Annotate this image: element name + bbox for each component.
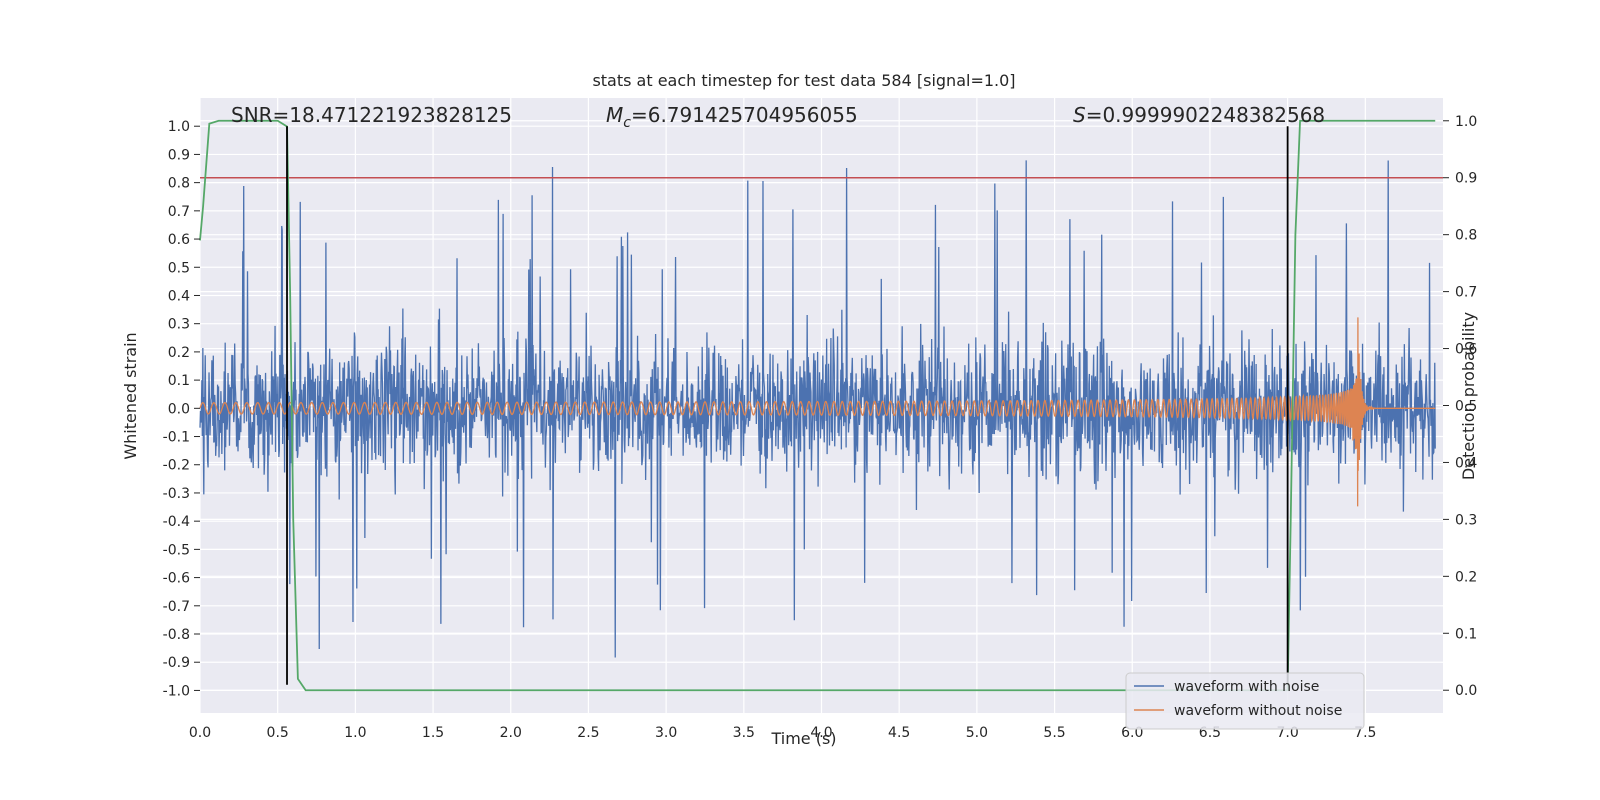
x-tick-label: 4.5 xyxy=(888,725,910,741)
y-right-tick-label: 0.1 xyxy=(1455,626,1477,642)
x-tick-label: 2.0 xyxy=(500,725,522,741)
series-detection-probability xyxy=(199,119,1436,692)
y-right-axis-label: Detection probability xyxy=(1459,312,1478,480)
x-tick-label: 0.0 xyxy=(189,725,211,741)
y-right-tick-label: 0.0 xyxy=(1455,683,1477,699)
y-left-tick-label: -0.5 xyxy=(163,542,190,558)
series-waveform-without-noise xyxy=(199,317,1436,507)
y-right-tick-label: 0.2 xyxy=(1455,569,1477,585)
y-right-axis-ticks: 1.0 0.9 0.8 0.7 0.6 0.5 0.4 0.3 0.2 0.1 0.0 xyxy=(1443,114,1477,699)
legend-label-noise: waveform with noise xyxy=(1174,679,1319,695)
series-waveform-with-noise xyxy=(199,160,1436,658)
trigger-markers xyxy=(286,126,1289,685)
y-right-tick-label: 0.3 xyxy=(1455,512,1477,528)
noise-waveform-line xyxy=(199,160,1436,658)
y-left-tick-label: -0.7 xyxy=(163,599,190,615)
y-left-tick-label: 0.4 xyxy=(168,288,190,304)
y-left-axis-label: Whitened strain xyxy=(121,332,140,459)
y-right-tick-label: 0.4 xyxy=(1455,455,1477,471)
y-left-tick-label: -0.4 xyxy=(163,514,190,530)
x-tick-label: 5.5 xyxy=(1043,725,1065,741)
y-left-tick-label: -1.0 xyxy=(163,683,190,699)
y-left-tick-label: -0.9 xyxy=(163,655,190,671)
x-tick-label: 4.0 xyxy=(810,725,832,741)
x-tick-label: 3.0 xyxy=(655,725,677,741)
y-right-tick-label: 0.8 xyxy=(1455,228,1477,244)
y-left-tick-label: 0.0 xyxy=(168,401,190,417)
y-right-tick-label: 0.7 xyxy=(1455,285,1477,301)
y-right-tick-label: 0.9 xyxy=(1455,171,1477,187)
probability-line xyxy=(199,119,1436,692)
legend: waveform with noise waveform without noi… xyxy=(1125,672,1365,730)
y-left-tick-label: -0.2 xyxy=(163,458,190,474)
y-left-tick-label: 0.8 xyxy=(168,176,190,192)
annotation-chirp-mass: Mc=6.791425704956055 xyxy=(606,103,858,131)
x-tick-label: 0.5 xyxy=(267,725,289,741)
y-left-tick-label: 0.7 xyxy=(168,204,190,220)
x-axis-label: Time (s) xyxy=(770,729,836,748)
x-axis-ticks: 0.0 0.5 1.0 1.5 2.0 2.5 3.0 3.5 4.0 4.5 5.0 5.5 6.0 6… xyxy=(189,725,1377,741)
x-tick-label: 2.5 xyxy=(577,725,599,741)
y-left-axis-ticks: 1.0 0.9 0.8 0.7 0.6 0.5 0.4 0.3 0.2 0.1 0.0 -0.1 -0.… xyxy=(163,119,200,699)
x-tick-label: 1.5 xyxy=(422,725,444,741)
y-left-tick-label: -0.8 xyxy=(163,627,190,643)
y-left-tick-label: -0.3 xyxy=(163,486,190,502)
y-left-tick-label: 0.1 xyxy=(168,373,190,389)
y-left-tick-label: 1.0 xyxy=(168,119,190,135)
y-left-tick-label: 0.9 xyxy=(168,147,190,163)
y-left-tick-label: 0.5 xyxy=(168,260,190,276)
y-left-tick-label: -0.1 xyxy=(163,430,190,446)
y-right-tick-label: 1.0 xyxy=(1455,114,1477,130)
chart-title: stats at each timestep for test data 584… xyxy=(592,71,1015,90)
clean-waveform-line xyxy=(199,317,1436,507)
annotation-score: S=0.9999902248382568 xyxy=(1073,103,1325,127)
y-left-tick-label: 0.6 xyxy=(168,232,190,248)
x-tick-label: 3.5 xyxy=(733,725,755,741)
legend-label-clean: waveform without noise xyxy=(1174,703,1342,719)
y-right-tick-label: 0.6 xyxy=(1455,342,1477,358)
legend-box xyxy=(1125,672,1365,730)
x-tick-label: 1.0 xyxy=(344,725,366,741)
x-tick-label: 5.0 xyxy=(966,725,988,741)
y-right-tick-label: 0.5 xyxy=(1455,399,1477,415)
y-left-tick-label: 0.2 xyxy=(168,345,190,361)
y-left-tick-label: 0.3 xyxy=(168,317,190,333)
annotation-snr: SNR=18.471221923828125 xyxy=(231,103,512,127)
y-left-tick-label: -0.6 xyxy=(163,571,190,587)
